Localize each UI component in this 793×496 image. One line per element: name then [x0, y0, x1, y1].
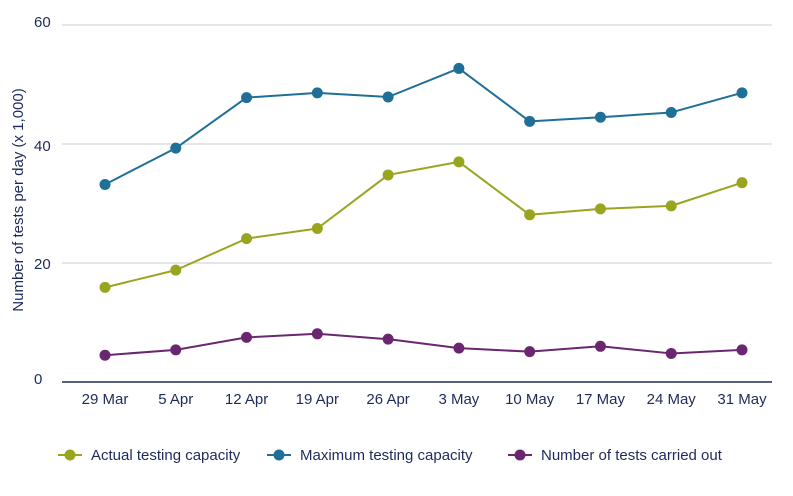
data-point	[594, 111, 606, 123]
legend-label: Actual testing capacity	[91, 447, 241, 464]
x-tick-label: 26 Apr	[366, 391, 409, 408]
data-point	[99, 178, 111, 190]
data-point	[170, 142, 182, 154]
data-point	[524, 115, 536, 127]
series	[99, 62, 748, 361]
data-point	[241, 92, 253, 104]
data-point	[382, 169, 394, 181]
data-point	[311, 222, 323, 234]
x-tick-label: 29 Mar	[82, 391, 129, 408]
x-tick-label: 17 May	[576, 391, 626, 408]
y-tick-label: 0	[34, 371, 42, 388]
x-axis-ticks: 29 Mar 5 Apr 12 Apr 19 Apr 26 Apr 3 May 10 May…	[82, 391, 767, 408]
data-point	[665, 200, 677, 212]
data-point	[311, 87, 323, 99]
y-tick-label: 60	[34, 14, 51, 31]
data-point	[594, 203, 606, 215]
data-point	[736, 344, 748, 356]
data-point	[736, 177, 748, 189]
data-point	[311, 328, 323, 340]
data-point	[594, 340, 606, 352]
series-line	[104, 332, 743, 357]
y-tick-label: 40	[34, 138, 51, 155]
data-point	[736, 87, 748, 99]
x-tick-label: 24 May	[647, 391, 697, 408]
legend-label: Maximum testing capacity	[300, 447, 473, 464]
x-tick-label: 5 Apr	[158, 391, 193, 408]
data-point	[170, 344, 182, 356]
data-point	[382, 333, 394, 345]
data-point	[453, 62, 465, 74]
y-tick-label: 20	[34, 256, 51, 273]
data-point	[241, 233, 253, 245]
x-tick-label: 12 Apr	[225, 391, 268, 408]
x-tick-label: 19 Apr	[296, 391, 339, 408]
legend-swatch-marker	[64, 449, 76, 461]
y-axis-ticks: 0 20 40 60	[34, 14, 51, 388]
legend-label: Number of tests carried out	[541, 447, 723, 464]
x-tick-label: 10 May	[505, 391, 555, 408]
data-point	[665, 106, 677, 118]
data-point	[241, 331, 253, 343]
x-tick-label: 3 May	[438, 391, 479, 408]
data-point	[524, 209, 536, 221]
data-point	[170, 264, 182, 276]
legend: Actual testing capacity Maximum testing c…	[58, 447, 723, 464]
data-point	[99, 349, 111, 361]
data-point	[453, 156, 465, 168]
data-point	[382, 91, 394, 103]
legend-swatch-marker	[273, 449, 285, 461]
series-line	[104, 67, 743, 186]
x-tick-label: 31 May	[717, 391, 767, 408]
legend-swatch-marker	[514, 449, 526, 461]
data-point	[665, 347, 677, 359]
gridlines	[62, 24, 772, 383]
data-point	[99, 281, 111, 293]
series-line	[104, 160, 743, 289]
data-point	[524, 346, 536, 358]
y-axis-title: Number of tests per day (x 1,000)	[10, 88, 27, 311]
data-point	[453, 342, 465, 354]
